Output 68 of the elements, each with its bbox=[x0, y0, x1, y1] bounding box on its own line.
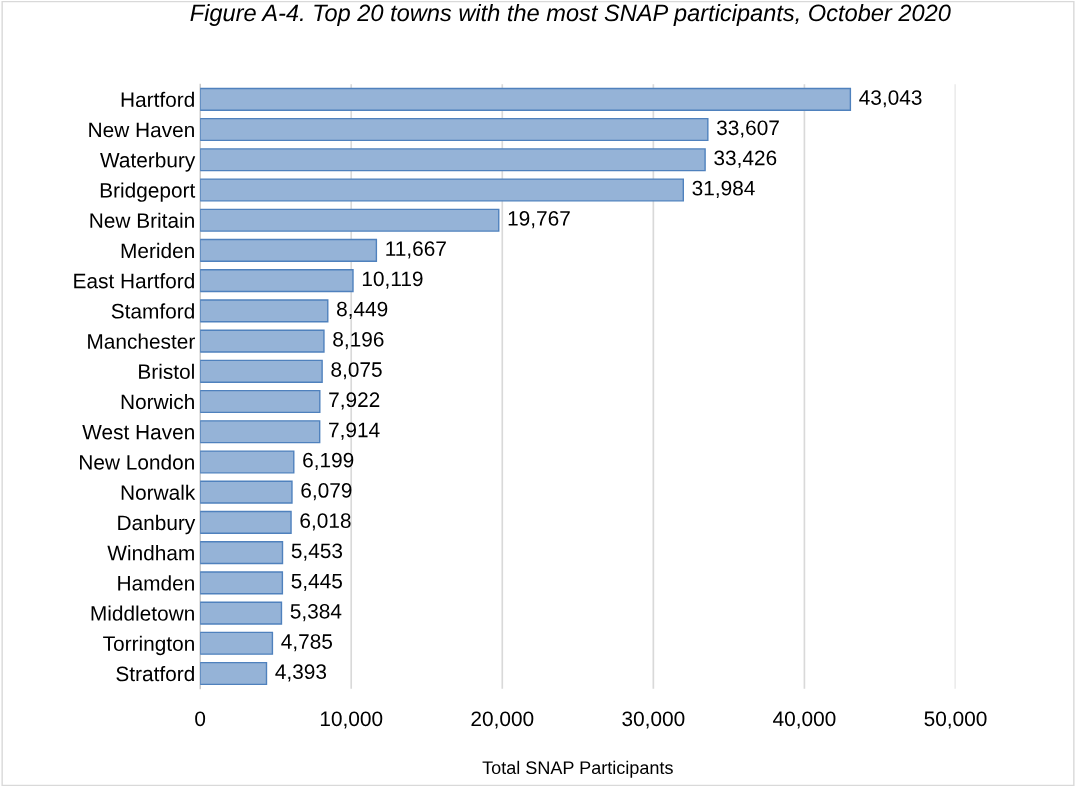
x-tick-label: 40,000 bbox=[773, 711, 836, 729]
data-label: 8,075 bbox=[331, 362, 382, 380]
data-label: 5,445 bbox=[291, 573, 342, 591]
bar bbox=[200, 420, 321, 444]
y-tick-label: East Hartford bbox=[74, 273, 194, 289]
data-label: 6,079 bbox=[301, 483, 352, 501]
y-tick-label: New Britain bbox=[90, 212, 194, 228]
data-label: 6,018 bbox=[300, 513, 351, 531]
y-tick-label: Waterbury bbox=[100, 152, 196, 172]
y-tick-label: Danbury bbox=[118, 514, 196, 535]
data-label: 10,119 bbox=[362, 271, 423, 289]
bar bbox=[200, 178, 685, 202]
data-label: 4,393 bbox=[275, 664, 327, 682]
bar bbox=[200, 299, 329, 323]
y-tick-label: Meriden bbox=[121, 242, 194, 259]
bar bbox=[200, 601, 283, 625]
data-label: 7,922 bbox=[329, 392, 380, 410]
bar bbox=[200, 329, 325, 353]
y-tick-label: Middletown bbox=[91, 605, 194, 621]
y-tick-label: Bristol bbox=[139, 363, 194, 380]
data-label: 4,785 bbox=[281, 634, 333, 652]
bar bbox=[200, 631, 274, 655]
y-tick-label: Hartford bbox=[121, 91, 194, 108]
bar bbox=[200, 238, 378, 262]
data-label: 11,667 bbox=[386, 241, 446, 259]
x-tick-label: 30,000 bbox=[622, 711, 685, 729]
data-label: 7,914 bbox=[329, 422, 380, 440]
bar bbox=[200, 541, 284, 565]
y-tick-label: Manchester bbox=[88, 333, 195, 349]
data-label: 19,767 bbox=[508, 211, 570, 229]
y-tick-label: Torrington bbox=[103, 635, 194, 656]
bar bbox=[200, 450, 295, 474]
data-label: 5,384 bbox=[290, 603, 342, 622]
bar bbox=[200, 571, 284, 595]
bar bbox=[200, 389, 321, 414]
bar bbox=[200, 148, 706, 172]
data-label: 43,043 bbox=[859, 90, 922, 108]
data-label: 31,984 bbox=[692, 180, 755, 199]
y-tick-label: Bridgeport bbox=[100, 182, 196, 202]
bar bbox=[200, 359, 323, 383]
bar bbox=[200, 661, 268, 686]
x-axis-title: Total SNAP Participants bbox=[482, 760, 673, 778]
y-tick-label: Norwich bbox=[121, 393, 194, 410]
y-tick-label: Stamford bbox=[111, 303, 194, 319]
x-tick-label: 20,000 bbox=[471, 711, 534, 729]
bar bbox=[200, 510, 292, 534]
bar bbox=[200, 208, 500, 232]
data-label: 6,199 bbox=[303, 452, 354, 471]
data-label: 33,607 bbox=[716, 120, 779, 138]
bar bbox=[200, 269, 354, 293]
bar bbox=[200, 480, 293, 504]
y-tick-label: Norwalk bbox=[121, 484, 196, 500]
y-tick-label: New London bbox=[80, 454, 194, 470]
x-tick-label: 50,000 bbox=[924, 711, 987, 729]
y-tick-label: Hamden bbox=[118, 575, 194, 591]
y-tick-label: New Haven bbox=[89, 122, 194, 138]
data-label: 5,453 bbox=[291, 543, 343, 561]
y-tick-label: Windham bbox=[107, 545, 194, 561]
y-tick-label: Stratford bbox=[116, 665, 194, 682]
data-label: 33,426 bbox=[714, 150, 777, 168]
data-label: 8,449 bbox=[337, 301, 388, 319]
x-tick-label: 0 bbox=[195, 711, 206, 727]
data-label: 8,196 bbox=[333, 331, 384, 350]
y-tick-label: West Haven bbox=[82, 424, 194, 440]
chart-title: Figure A-4. Top 20 towns with the most SNAP participants, October 2020 bbox=[190, 3, 951, 26]
x-tick-label: 10,000 bbox=[320, 711, 383, 729]
bar bbox=[200, 87, 852, 111]
bar bbox=[200, 117, 709, 142]
